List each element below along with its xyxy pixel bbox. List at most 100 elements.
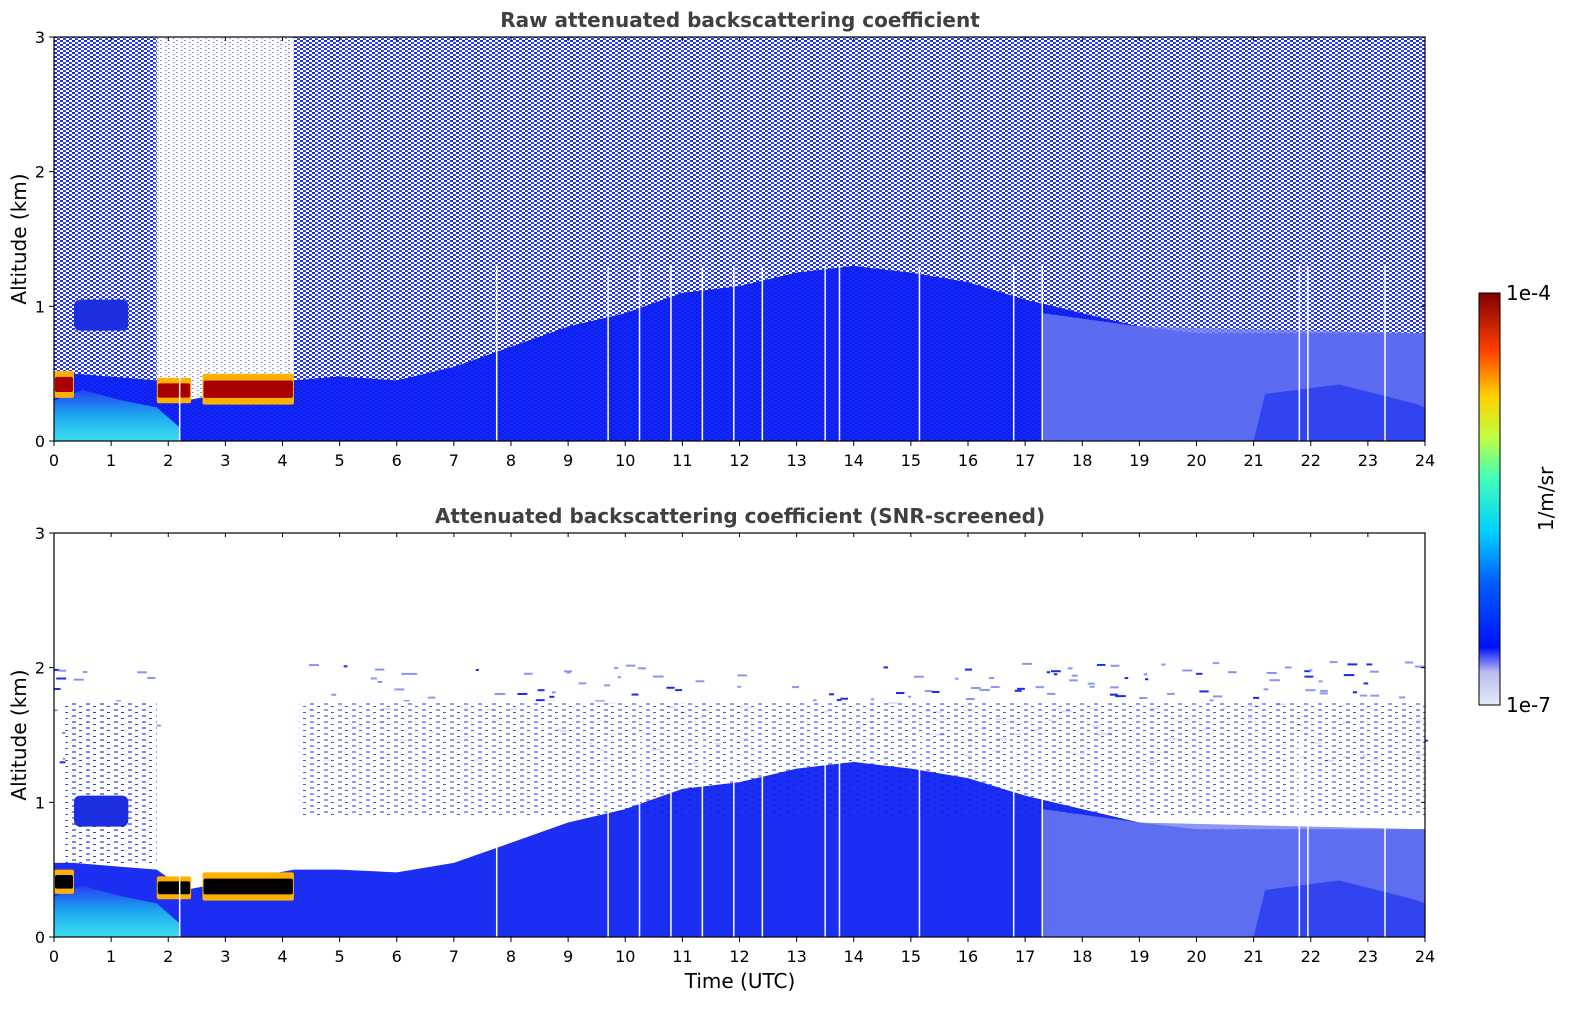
sparse-return — [54, 709, 58, 712]
sparse-return — [895, 692, 905, 695]
sparse-return — [924, 690, 933, 693]
sparse-return — [82, 671, 88, 674]
sparse-return — [1266, 671, 1277, 674]
sparse-return — [137, 671, 147, 674]
sparse-return — [870, 698, 875, 701]
cloud-core — [157, 881, 191, 895]
y-tick-label: 3 — [35, 28, 45, 47]
sparse-return — [1109, 693, 1118, 696]
sparse-return — [1199, 690, 1209, 693]
sparse-return — [1087, 682, 1095, 685]
sparse-return — [1069, 679, 1078, 682]
sparse-return — [1053, 673, 1058, 676]
x-tick-label: 21 — [1243, 451, 1263, 470]
sparse-return — [1115, 695, 1126, 698]
sparse-return — [840, 697, 848, 700]
sparse-return — [1124, 677, 1129, 680]
sparse-return — [1182, 669, 1193, 672]
x-tick-label: 2 — [163, 947, 173, 966]
x-tick-label: 22 — [1301, 451, 1321, 470]
sparse-return — [1329, 661, 1338, 664]
sparse-return — [1209, 699, 1214, 702]
sparse-return — [116, 699, 122, 702]
sparse-return — [813, 699, 817, 702]
sparse-return — [1161, 663, 1166, 666]
y-tick-label: 2 — [35, 659, 45, 678]
sparse-return — [990, 686, 1000, 689]
sparse-return — [1305, 689, 1316, 692]
sparse-return — [578, 682, 587, 685]
x-axis-label: Time (UTC) — [684, 969, 796, 993]
sparse-return — [377, 680, 383, 683]
x-tick-label: 7 — [449, 451, 459, 470]
y-tick-label: 2 — [35, 163, 45, 182]
x-tick-label: 9 — [563, 451, 573, 470]
heatmap-layer — [54, 533, 1428, 937]
x-tick-label: 8 — [506, 947, 516, 966]
x-tick-label: 1 — [106, 947, 116, 966]
sparse-return — [564, 670, 573, 673]
sparse-return — [1352, 691, 1358, 694]
surface-layer-late — [1253, 880, 1425, 937]
x-tick-label: 13 — [786, 947, 806, 966]
sparse-return — [54, 668, 60, 671]
sparse-return — [614, 666, 619, 669]
sparse-return — [971, 686, 981, 689]
x-tick-label: 3 — [220, 451, 230, 470]
sparse-return — [907, 695, 912, 698]
colorbar-min-label: 1e-7 — [1506, 693, 1551, 717]
x-tick-label: 16 — [958, 451, 978, 470]
x-tick-label: 8 — [506, 451, 516, 470]
sparse-return — [737, 674, 747, 677]
sparse-return — [791, 686, 800, 689]
sparse-return — [54, 687, 61, 690]
sparse-return — [604, 684, 611, 687]
sparse-return — [549, 695, 555, 698]
x-tick-label: 20 — [1186, 451, 1206, 470]
x-tick-label: 17 — [1015, 451, 1035, 470]
sparse-return — [370, 677, 378, 680]
sparse-return — [695, 680, 705, 683]
x-tick-label: 5 — [335, 947, 345, 966]
x-tick-label: 17 — [1015, 947, 1035, 966]
x-tick-label: 11 — [672, 451, 692, 470]
x-tick-label: 16 — [958, 947, 978, 966]
colorbar-max-label: 1e-4 — [1506, 281, 1551, 305]
sparse-return — [652, 675, 664, 678]
y-ticks: 0 1 2 3 — [35, 28, 1425, 451]
x-ticks: 0 1 2 3 4 5 6 7 8 9 10 11 12 13 14 15 16 17 18 19 20 21 22 23 24 — [49, 533, 1435, 966]
x-tick-label: 21 — [1243, 947, 1263, 966]
sparse-return — [1017, 687, 1025, 690]
sparse-return — [1144, 678, 1149, 681]
panel-title: Raw attenuated backscattering coefficien… — [500, 8, 980, 32]
sparse-return — [1398, 696, 1406, 699]
sparse-return — [1167, 692, 1175, 695]
x-tick-label: 7 — [449, 947, 459, 966]
sparse-return — [1212, 662, 1220, 665]
sparse-return — [1304, 670, 1311, 673]
sparse-return — [737, 685, 742, 688]
low-signal-region — [156, 37, 294, 401]
sparse-return — [1369, 670, 1379, 673]
sparse-return — [666, 686, 675, 689]
colorbar-gradient — [1478, 292, 1501, 706]
cloud-core — [157, 383, 191, 398]
sparse-return — [1014, 689, 1022, 692]
sparse-return — [308, 664, 319, 667]
x-tick-label: 18 — [1072, 451, 1092, 470]
sparse-return — [1096, 663, 1106, 666]
surface-layer — [54, 389, 180, 441]
x-tick-label: 19 — [1129, 947, 1149, 966]
sparse-return — [58, 669, 67, 672]
x-tick-label: 14 — [844, 947, 864, 966]
sparse-return — [595, 700, 606, 703]
x-tick-label: 24 — [1415, 451, 1435, 470]
sparse-return — [1227, 671, 1237, 674]
x-tick-label: 19 — [1129, 451, 1149, 470]
sparse-return — [1320, 689, 1328, 692]
sparse-return — [1366, 663, 1373, 666]
x-tick-label: 12 — [729, 947, 749, 966]
x-tick-label: 4 — [277, 947, 287, 966]
sparse-return — [403, 699, 410, 702]
